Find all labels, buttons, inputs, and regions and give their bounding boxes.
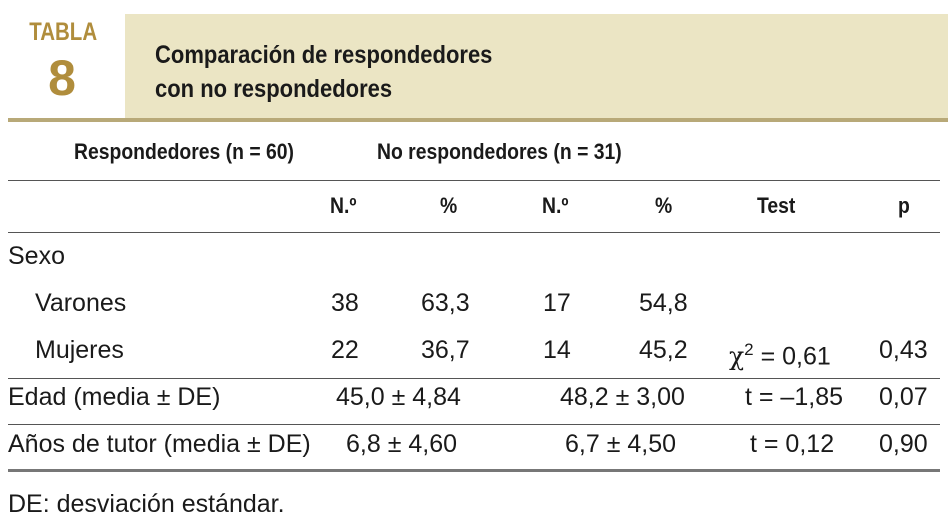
cell-p: 0,90 — [879, 430, 928, 458]
cell-test: χ2 = 0,61 — [729, 335, 831, 371]
col-pct2: % — [655, 193, 673, 218]
group-divider — [8, 180, 940, 181]
cell-p: 0,07 — [879, 383, 928, 411]
cell-n2: 14 — [543, 336, 571, 364]
row-divider — [8, 378, 940, 379]
chi-superscript: 2 — [744, 340, 754, 359]
cell-n1: 22 — [331, 336, 359, 364]
row-tutor-label: Años de tutor (media ± DE) — [8, 430, 311, 458]
col-pct1: % — [440, 193, 458, 218]
row-varones-label: Varones — [35, 289, 127, 317]
table-label: TABLA — [29, 18, 98, 46]
group-responders: Respondedores (n = 60) — [74, 139, 295, 164]
cell-resp: 45,0 ± 4,84 — [336, 383, 461, 411]
title-line-1: Comparación de respondedores — [155, 41, 493, 69]
cell-pct2: 54,8 — [639, 289, 688, 317]
columns-divider — [8, 232, 940, 233]
col-n1: N.º — [330, 193, 357, 218]
cell-nonresp: 48,2 ± 3,00 — [560, 383, 685, 411]
cell-pct1: 63,3 — [421, 289, 470, 317]
cell-resp: 6,8 ± 4,60 — [346, 430, 458, 458]
col-p: p — [898, 193, 910, 218]
row-edad-label: Edad (media ± DE) — [8, 383, 221, 411]
col-test: Test — [757, 193, 796, 218]
cell-test: t = –1,85 — [745, 383, 843, 411]
cell-n1: 38 — [331, 289, 359, 317]
row-mujeres-label: Mujeres — [35, 336, 124, 364]
cell-test: t = 0,12 — [750, 430, 835, 458]
row-sexo-label: Sexo — [8, 242, 65, 270]
col-n2: N.º — [542, 193, 569, 218]
table-number: 8 — [48, 50, 76, 106]
chi-symbol: χ — [729, 341, 745, 371]
footnote: DE: desviación estándar. — [8, 490, 285, 518]
cell-n2: 17 — [543, 289, 571, 317]
title-band — [125, 14, 948, 118]
cell-pct1: 36,7 — [421, 336, 470, 364]
title-line-2: con no respondedores — [155, 75, 393, 103]
table-bottom-rule — [8, 469, 940, 472]
cell-pct2: 45,2 — [639, 336, 688, 364]
test-value: = 0,61 — [753, 342, 831, 371]
cell-nonresp: 6,7 ± 4,50 — [565, 430, 677, 458]
header-rule — [8, 118, 948, 122]
table-title: Comparación de respondedores con no resp… — [155, 38, 841, 106]
row-divider — [8, 424, 940, 425]
group-non-responders: No respondedores (n = 31) — [377, 139, 622, 164]
cell-p: 0,43 — [879, 336, 928, 364]
